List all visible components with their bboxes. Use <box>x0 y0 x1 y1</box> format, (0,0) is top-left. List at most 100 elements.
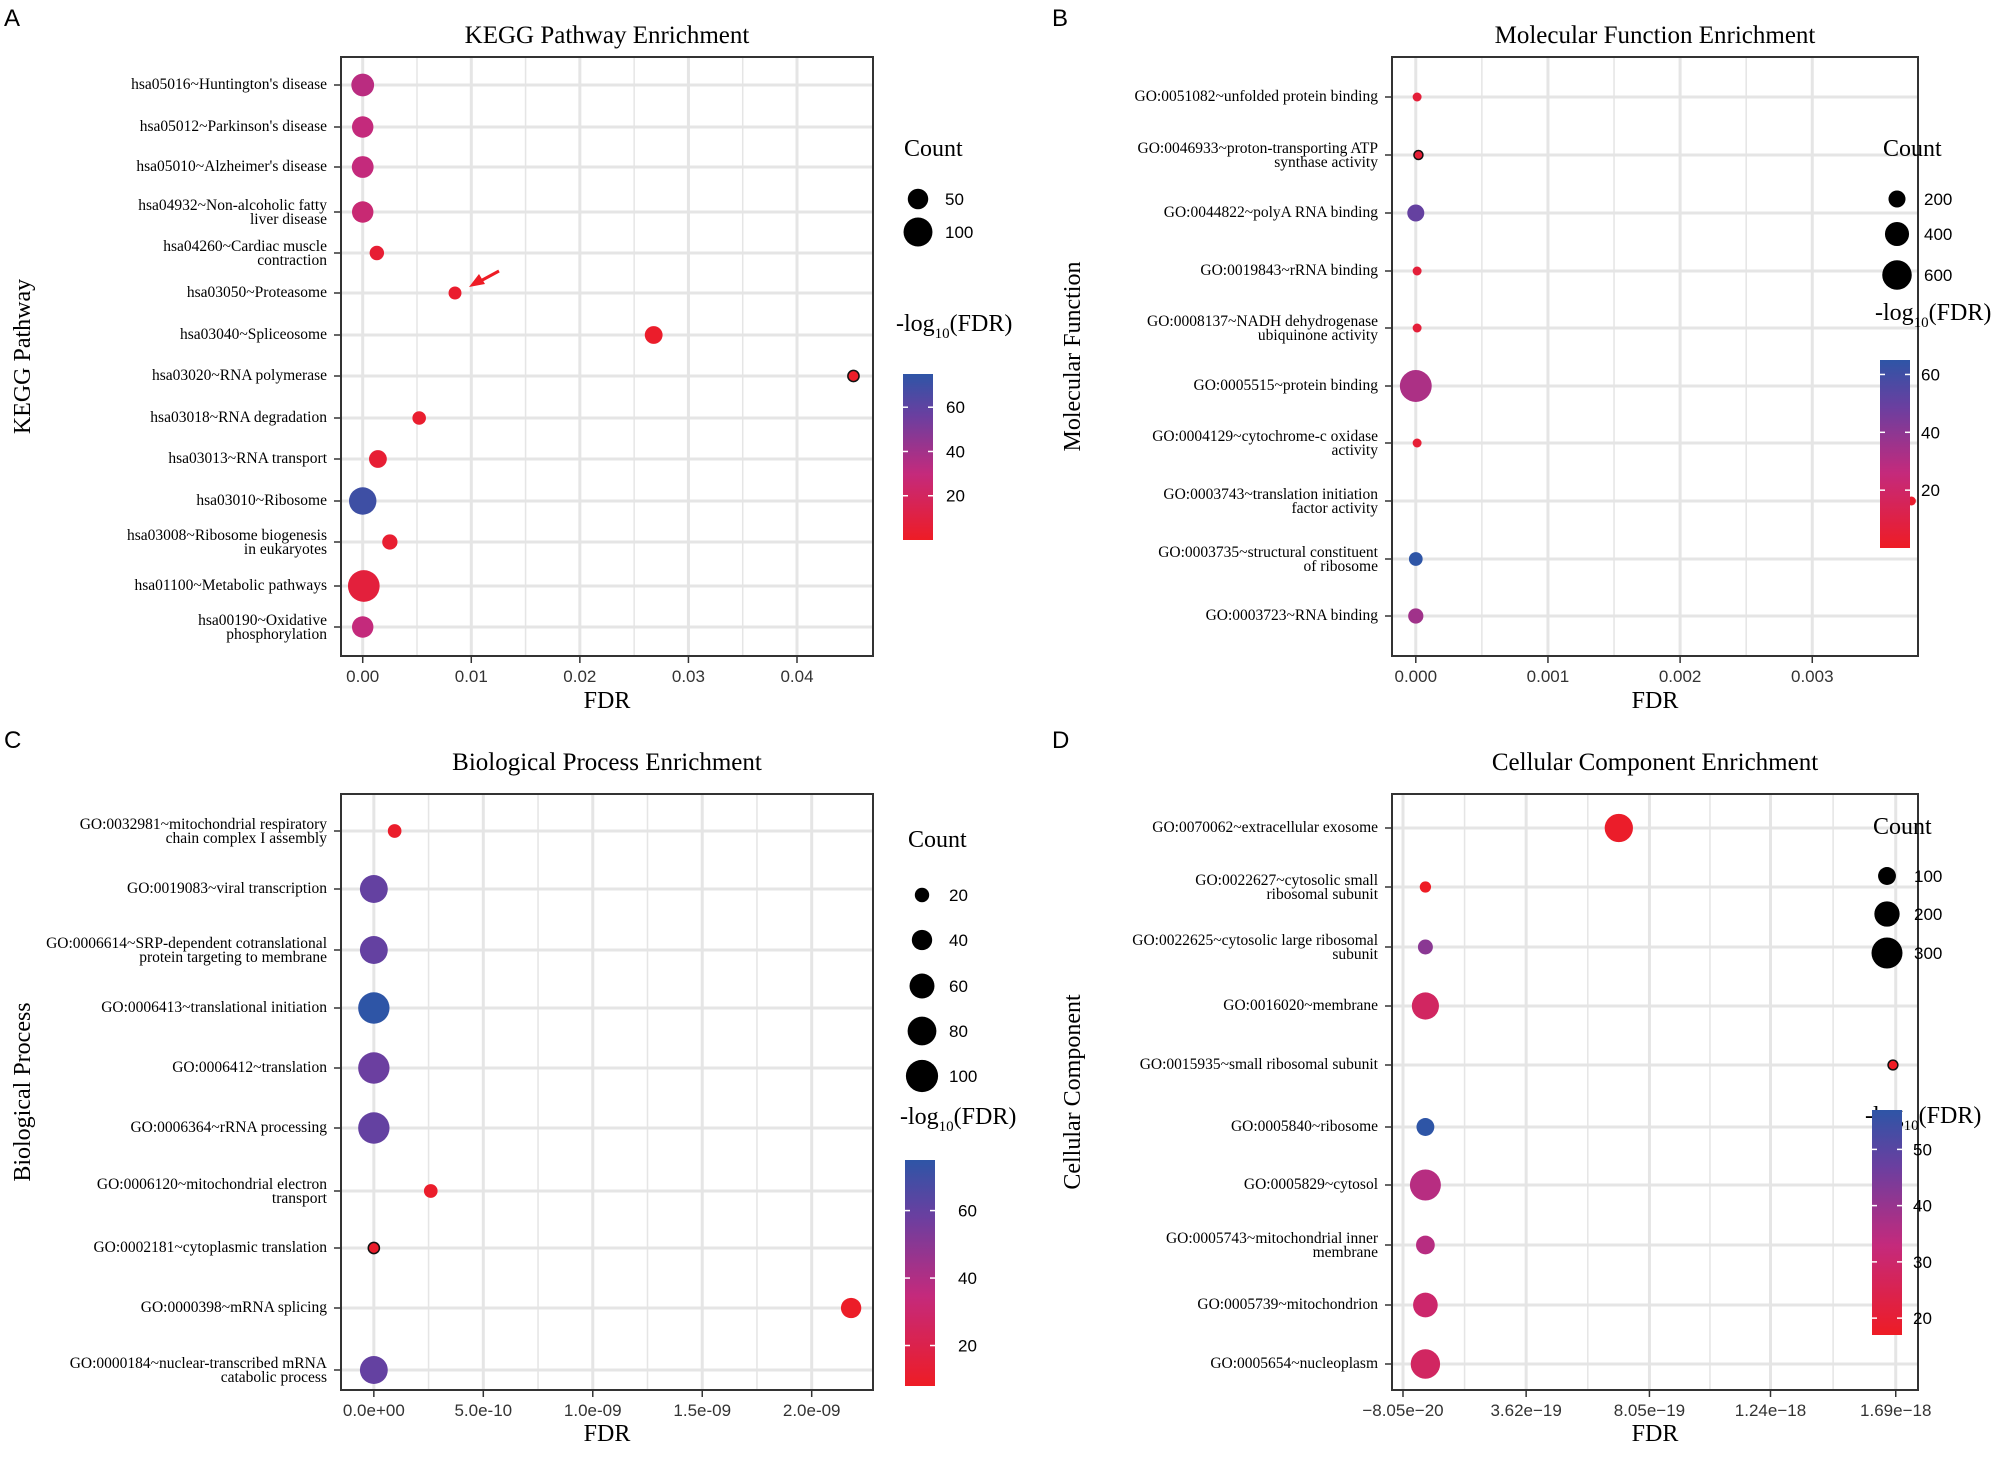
plot-area <box>1391 793 1919 1391</box>
x-tick-label: 0.02 <box>563 667 596 686</box>
x-axis-title: FDR <box>584 688 631 714</box>
grid <box>1393 795 1917 1389</box>
color-bar-label: 20 <box>958 1337 977 1356</box>
y-tick-label: GO:0005829~cytosol <box>1244 1176 1378 1193</box>
data-point <box>369 245 385 261</box>
x-axis-title: FDR <box>1632 688 1679 714</box>
size-legend-label: 80 <box>949 1022 968 1041</box>
y-tick-label: GO:0004129~cytochrome-c oxidase activity <box>1152 428 1378 459</box>
size-legend-label: 40 <box>949 931 968 950</box>
x-tick-label: 0.00 <box>346 667 379 686</box>
data-point <box>358 992 390 1024</box>
y-tick-label: GO:0008137~NADH dehydrogenase ubiquinone … <box>1147 313 1378 344</box>
data-point <box>367 1241 381 1255</box>
x-tick-label: −8.05e−20 <box>1362 1401 1443 1420</box>
size-legend-dot <box>911 929 933 951</box>
panel-letter: B <box>1052 5 1068 32</box>
y-tick-label: hsa03018~RNA degradation <box>150 409 327 426</box>
y-tick-label: hsa00190~Oxidative phosphorylation <box>198 612 327 643</box>
size-legend-label: 20 <box>949 886 968 905</box>
y-tick-label: GO:0003735~structural constituent of ribo… <box>1158 544 1378 575</box>
size-legend-label: 600 <box>1924 266 1952 285</box>
x-tick-label: 0.000 <box>1395 667 1438 686</box>
size-legend-dot <box>907 188 929 210</box>
data-point <box>351 201 374 223</box>
size-legend-label: 200 <box>1914 905 1942 924</box>
data-point <box>1408 552 1423 566</box>
y-tick-label: GO:0006412~translation <box>172 1059 327 1076</box>
data-point <box>351 616 374 638</box>
data-point <box>1416 1235 1435 1255</box>
y-tick-label: hsa03010~Ribosome <box>196 492 327 509</box>
color-legend-title: -log10(FDR) <box>896 311 1012 342</box>
y-axis-title: KEGG Pathway <box>10 279 36 434</box>
y-tick-label: GO:0005743~mitochondrial inner membrane <box>1166 1230 1379 1261</box>
y-tick-label: GO:0002181~cytoplasmic translation <box>93 1239 327 1256</box>
data-point <box>382 534 398 550</box>
color-bar-label: 20 <box>1921 481 1940 500</box>
color-bar-label: 20 <box>1913 1309 1932 1328</box>
plot-area <box>340 56 874 657</box>
y-tick-label: GO:0022627~cytosolic small ribosomal subu… <box>1195 872 1378 903</box>
y-tick-label: hsa03040~Spliceosome <box>180 326 327 343</box>
x-tick-label: 1.0e-09 <box>564 1401 622 1420</box>
panel-letter: C <box>4 727 21 754</box>
color-bar-label: 60 <box>946 398 965 417</box>
x-tick-label: 0.04 <box>780 667 813 686</box>
y-tick-label: hsa05012~Parkinson's disease <box>140 118 327 135</box>
y-tick-label: hsa05016~Huntington's disease <box>131 76 327 93</box>
size-legend-dot <box>1882 260 1912 290</box>
data-point <box>448 286 462 300</box>
data-point <box>1411 992 1439 1020</box>
y-tick-label: GO:0003743~translation initiation factor … <box>1163 486 1378 517</box>
size-legend-label: 200 <box>1924 190 1952 209</box>
data-point <box>1887 1059 1899 1071</box>
data-point <box>348 487 377 515</box>
color-bar-label: 40 <box>1921 423 1940 442</box>
y-tick-label: GO:0000184~nuclear-transcribed mRNA catab… <box>70 1355 328 1386</box>
size-legend-dot <box>907 1016 937 1046</box>
y-axis-title: Biological Process <box>10 1002 36 1181</box>
plot-area <box>1391 56 1919 657</box>
size-legend-title: Count <box>908 827 967 853</box>
data-point <box>347 570 380 602</box>
size-legend-title: Count <box>1883 136 1942 162</box>
y-tick-label: GO:0005739~mitochondrion <box>1197 1296 1378 1313</box>
data-point <box>1416 1118 1435 1136</box>
data-point <box>1413 1292 1438 1318</box>
size-legend-label: 100 <box>949 1067 977 1086</box>
color-bar <box>903 374 933 540</box>
annotation-arrowhead <box>469 274 485 287</box>
data-point <box>423 1184 438 1198</box>
y-tick-label: GO:0005840~ribosome <box>1231 1118 1378 1135</box>
size-legend-title: Count <box>1873 814 1932 840</box>
panel-d: D Cellular Component Enrichment −8.05e−20 3… <box>1052 727 1981 1447</box>
data-point <box>351 73 375 97</box>
color-bar-label: 40 <box>958 1269 977 1288</box>
color-bar-label: 30 <box>1913 1253 1932 1272</box>
x-tick-label: 0.001 <box>1527 667 1570 686</box>
size-legend-dot <box>1888 190 1906 208</box>
data-point <box>1417 939 1433 955</box>
y-tick-label: hsa04260~Cardiac muscle contraction <box>163 238 327 269</box>
data-point <box>358 1112 390 1144</box>
y-tick-label: GO:0032981~mitochondrial respiratory chai… <box>80 816 328 847</box>
color-legend-title: -log10(FDR) <box>900 1104 1016 1135</box>
x-axis-title: FDR <box>1632 1421 1679 1447</box>
color-legend-title: -log10(FDR) <box>1875 300 1991 331</box>
y-tick-label: GO:0006120~mitochondrial electron transpo… <box>97 1176 328 1207</box>
size-legend-dot <box>1874 901 1900 927</box>
y-tick-label: hsa01100~Metabolic pathways <box>135 577 327 594</box>
x-tick-label: 0.0e+00 <box>343 1401 405 1420</box>
x-tick-label: 2.0e-09 <box>783 1401 841 1420</box>
y-tick-label: GO:0006614~SRP-dependent cotranslational… <box>46 935 327 966</box>
x-tick-label: 1.69e−18 <box>1860 1401 1931 1420</box>
data-point <box>351 156 374 178</box>
chart-title: Cellular Component Enrichment <box>1492 749 1818 776</box>
size-legend-label: 50 <box>945 190 964 209</box>
color-bar <box>905 1160 935 1386</box>
size-legend-label: 100 <box>1914 867 1942 886</box>
data-point <box>1407 204 1425 222</box>
y-tick-label: GO:0000398~mRNA splicing <box>141 1299 327 1316</box>
